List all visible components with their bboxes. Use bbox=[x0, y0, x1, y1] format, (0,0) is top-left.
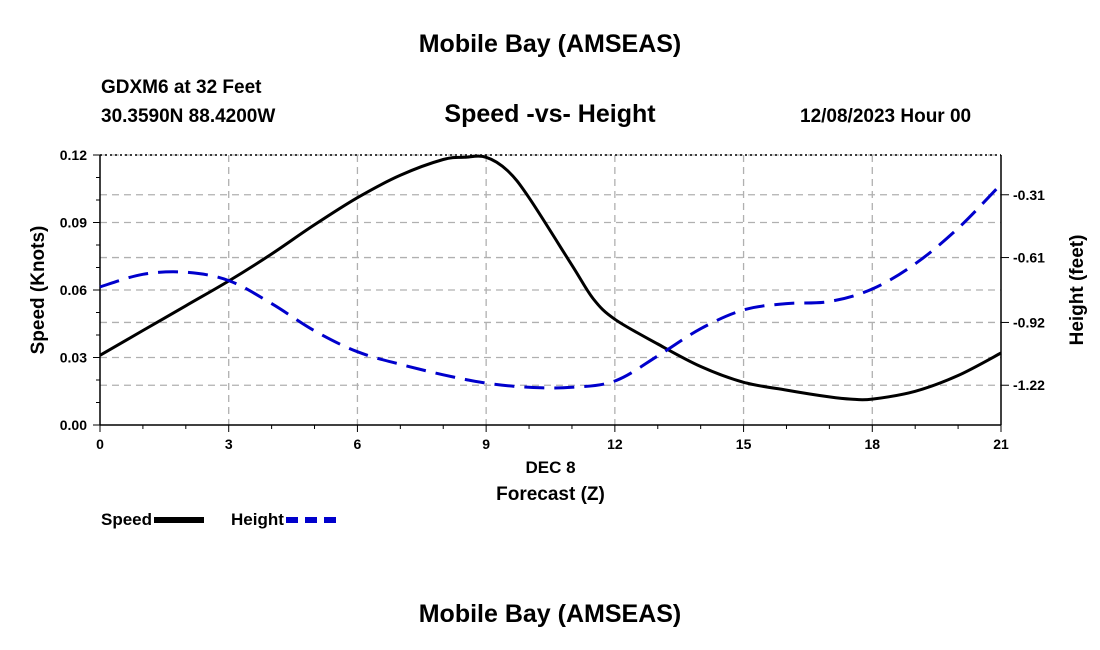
y-tick-label: 0.00 bbox=[60, 417, 87, 433]
footer-title: Mobile Bay (AMSEAS) bbox=[418, 600, 682, 628]
y-tick-label: 0.06 bbox=[60, 282, 87, 298]
x-tick-label: 15 bbox=[736, 436, 752, 452]
y2-tick-label: -1.22 bbox=[1013, 377, 1045, 393]
x-axis-label-2: Forecast (Z) bbox=[496, 484, 605, 505]
x-tick-label: 21 bbox=[993, 436, 1009, 452]
legend-height-swatch bbox=[285, 517, 336, 523]
x-tick-label: 12 bbox=[607, 436, 623, 452]
x-tick-label: 6 bbox=[354, 436, 362, 452]
x-axis-label: DEC 8 bbox=[525, 458, 575, 477]
legend-height: Height bbox=[231, 509, 336, 531]
y2-tick-label: -0.61 bbox=[1013, 250, 1045, 266]
x-tick-label: 3 bbox=[225, 436, 233, 452]
legend-speed-label: Speed bbox=[101, 510, 153, 529]
x-tick-label: 18 bbox=[864, 436, 880, 452]
y-tick-label: 0.12 bbox=[60, 147, 87, 163]
station-coords: 30.3590N 88.4200W bbox=[101, 106, 276, 127]
y2-tick-label: -0.31 bbox=[1013, 187, 1045, 203]
y-tick-label: 0.09 bbox=[60, 215, 87, 231]
x-tick-label: 9 bbox=[482, 436, 490, 452]
y2-axis-label: Height (feet) bbox=[1067, 235, 1088, 346]
y-axis-label: Speed (Knots) bbox=[28, 226, 49, 355]
legend-height-label: Height bbox=[231, 510, 284, 529]
chart-title: Mobile Bay (AMSEAS) bbox=[418, 30, 682, 58]
x-tick-label: 0 bbox=[96, 436, 104, 452]
y-tick-label: 0.03 bbox=[60, 350, 87, 366]
legend-speed: Speed bbox=[101, 509, 205, 531]
legend-speed-swatch bbox=[154, 517, 205, 523]
forecast-datestamp: 12/08/2023 Hour 00 bbox=[800, 106, 972, 127]
y2-tick-label: -0.92 bbox=[1013, 314, 1045, 330]
speed-series-line bbox=[99, 154, 1002, 402]
station-label: GDXM6 at 32 Feet bbox=[101, 77, 262, 98]
chart-subtitle: Speed -vs- Height bbox=[444, 100, 656, 128]
height-series-line bbox=[99, 183, 1003, 390]
